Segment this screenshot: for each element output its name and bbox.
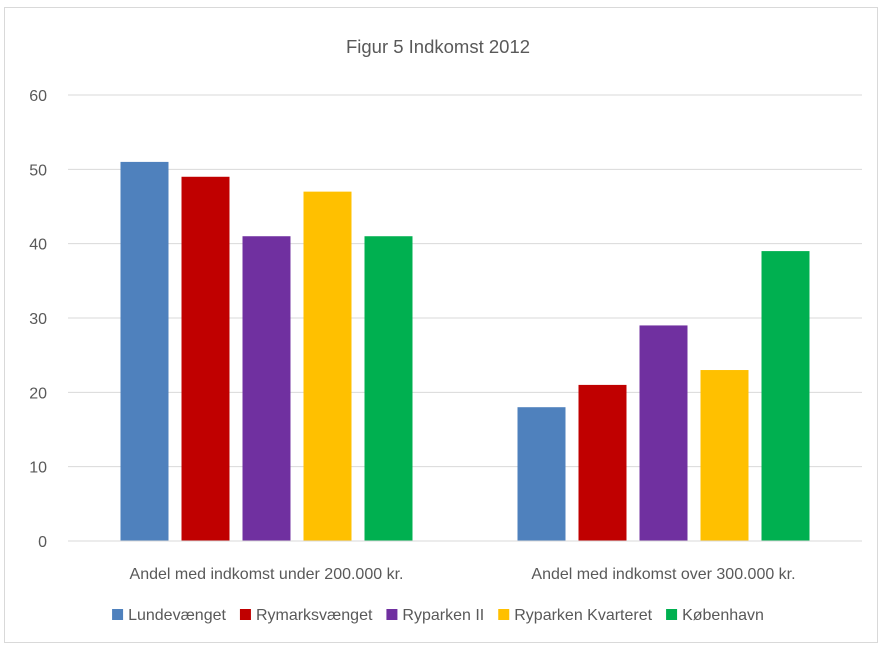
bar-1-cat-1 bbox=[120, 161, 169, 541]
legend-item: Rymarksvænget bbox=[239, 607, 373, 624]
legend-label: Ryparken Kvarteret bbox=[514, 607, 652, 624]
bar-5-cat-2 bbox=[761, 251, 810, 541]
y-tick-label: 50 bbox=[29, 162, 47, 179]
y-axis-ticks: 0 10 20 30 40 50 60 bbox=[29, 88, 47, 551]
chart-title: Figur 5 Indkomst 2012 bbox=[346, 36, 530, 57]
legend-label: Ryparken II bbox=[402, 607, 484, 624]
bar-2-cat-1 bbox=[181, 176, 230, 541]
y-tick-label: 60 bbox=[29, 88, 47, 105]
legend-swatch bbox=[239, 609, 251, 620]
bar-2-cat-2 bbox=[578, 384, 627, 541]
legend-label: København bbox=[682, 607, 764, 624]
y-tick-label: 10 bbox=[29, 460, 47, 477]
y-tick-label: 40 bbox=[29, 237, 47, 254]
bar-3-cat-2 bbox=[639, 325, 688, 541]
bar-4-cat-1 bbox=[303, 191, 352, 541]
legend-swatch bbox=[498, 609, 510, 620]
x-axis-categories: Andel med indkomst under 200.000 kr. Ande… bbox=[130, 566, 796, 583]
bars bbox=[68, 161, 862, 542]
bar-1-cat-2 bbox=[517, 407, 566, 541]
x-category-label: Andel med indkomst under 200.000 kr. bbox=[130, 566, 404, 583]
y-tick-label: 0 bbox=[38, 534, 47, 551]
legend-swatch bbox=[112, 609, 124, 620]
legend-item: Ryparken Kvarteret bbox=[498, 607, 653, 624]
bar-3-cat-1 bbox=[242, 236, 291, 541]
y-tick-label: 20 bbox=[29, 385, 47, 402]
legend-swatch bbox=[386, 609, 398, 620]
legend-swatch bbox=[666, 609, 678, 620]
legend-item: København bbox=[666, 607, 764, 624]
legend-label: Rymarksvænget bbox=[256, 607, 373, 624]
legend-item: Ryparken II bbox=[386, 607, 484, 624]
legend: Lundevænget Rymarksvænget Ryparken II Rypar… bbox=[112, 607, 764, 624]
y-tick-label: 30 bbox=[29, 311, 47, 328]
legend-item: Lundevænget bbox=[112, 607, 226, 624]
bar-5-cat-1 bbox=[364, 236, 413, 541]
legend-label: Lundevænget bbox=[128, 607, 226, 624]
x-category-label: Andel med indkomst over 300.000 kr. bbox=[531, 566, 795, 583]
bar-4-cat-2 bbox=[700, 370, 749, 541]
